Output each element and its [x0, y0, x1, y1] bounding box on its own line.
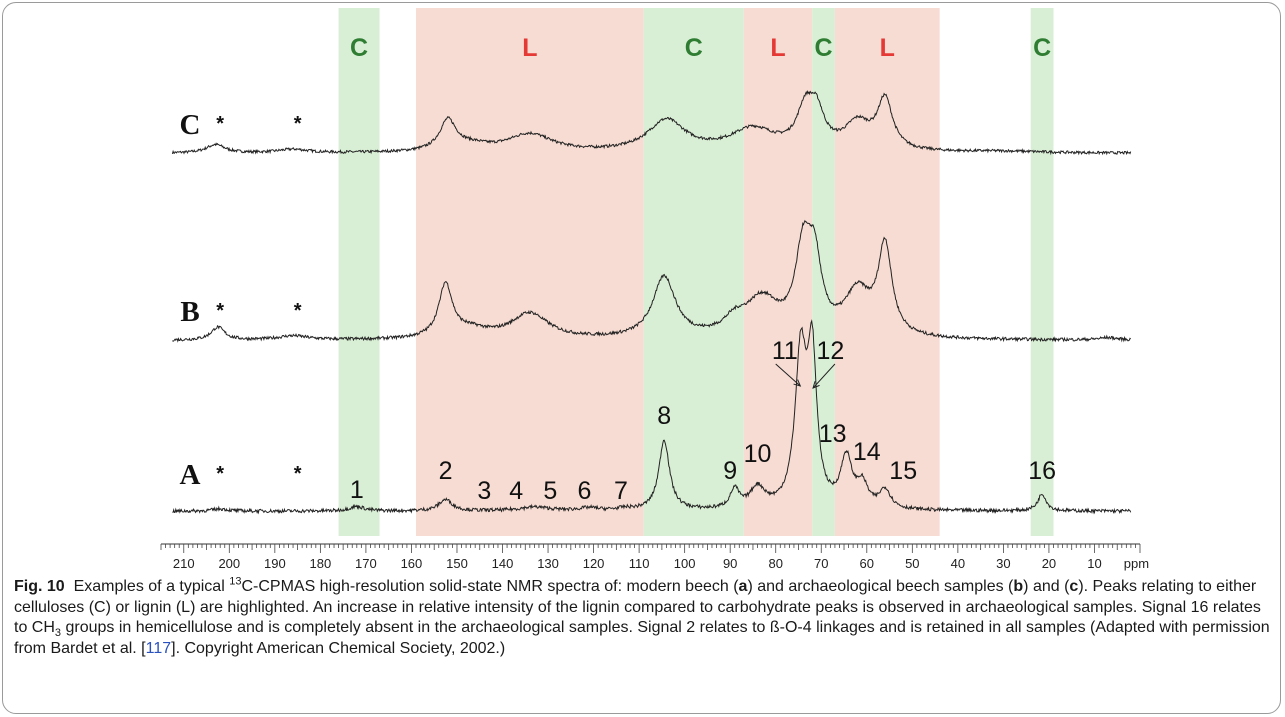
x-tick-label: 70: [814, 556, 828, 571]
peak-label-15: 15: [889, 457, 917, 485]
peak-arrow: [775, 363, 801, 387]
x-tick-label: 30: [996, 556, 1010, 571]
region-label-c: C: [1033, 34, 1051, 62]
caption-sup: 13: [229, 575, 242, 588]
x-tick-label: 90: [723, 556, 737, 571]
spectrum-a: [172, 319, 1132, 515]
highlight-region-c-6: [1030, 8, 1054, 536]
spinning-sideband-asterisk: *: [294, 463, 302, 485]
highlight-region-c-4: [812, 8, 835, 536]
x-tick-label: 200: [218, 556, 240, 571]
highlight-region-l-3: [743, 8, 813, 536]
region-label-l: L: [770, 34, 785, 62]
peak-label-2: 2: [439, 457, 453, 485]
peak-label-10: 10: [744, 440, 772, 468]
x-tick-label: 150: [446, 556, 468, 571]
caption-bold: a: [738, 578, 748, 595]
peak-arrow: [812, 363, 836, 389]
spinning-sideband-asterisk: *: [216, 463, 224, 485]
x-tick-label: 190: [264, 556, 286, 571]
peak-label-13: 13: [819, 420, 847, 448]
peak-label-14: 14: [853, 438, 881, 466]
spectra: [171, 89, 1132, 515]
x-tick-label: 170: [355, 556, 377, 571]
spinning-sideband-asterisk: *: [216, 300, 224, 322]
series-label-c: C: [180, 109, 201, 141]
spectrum-c: [171, 89, 1132, 156]
peak-label-9: 9: [723, 457, 737, 485]
x-tick-label: 100: [674, 556, 696, 571]
peak-arrowhead: [793, 379, 802, 387]
caption-bold: b: [1013, 578, 1024, 595]
peak-label-16: 16: [1028, 457, 1056, 485]
caption-text: ). Peaks relating to either celluloses (…: [14, 578, 1261, 636]
caption-sub: 3: [54, 627, 62, 640]
series-label-b: B: [180, 296, 199, 328]
x-tick-label: 210: [173, 556, 195, 571]
spinning-sideband-asterisk: *: [294, 113, 302, 135]
figure-label: Fig. 10: [14, 578, 65, 595]
x-tick-label: 140: [492, 556, 514, 571]
x-tick-label: 160: [401, 556, 423, 571]
x-tick-label: 110: [629, 556, 650, 571]
caption-text: ]. Copyright American Chemical Society, …: [171, 639, 506, 657]
x-tick-label: 40: [951, 556, 965, 571]
highlight-region-l-1: [415, 8, 644, 536]
spinning-sideband-asterisk: *: [216, 113, 224, 135]
caption-text: groups in hemicellulose and is completel…: [14, 619, 1270, 657]
peak-arrowhead: [812, 381, 820, 389]
reference-link[interactable]: 117: [145, 639, 172, 657]
x-tick-label: 50: [905, 556, 919, 571]
figure-caption: Fig. 10 Examples of a typical 13C-CPMAS …: [14, 575, 1276, 659]
peak-label-11: 11: [772, 337, 798, 365]
spectrum-b: [172, 219, 1132, 343]
x-tick-label: 80: [768, 556, 782, 571]
caption-text: ) and archaeological beech samples (: [747, 578, 1014, 595]
highlight-regions: [338, 8, 1054, 536]
x-axis: 210 200 190 180 170 160 150 140 130 120 110 100 90 80…: [160, 543, 1149, 571]
caption-text: ) and (: [1023, 578, 1070, 595]
x-tick-label: 20: [1042, 556, 1056, 571]
peak-label-3: 3: [477, 477, 491, 505]
region-label-l: L: [880, 34, 895, 62]
x-tick-label: 180: [310, 556, 332, 571]
highlight-region-l-5: [834, 8, 940, 536]
region-label-c: C: [815, 34, 833, 62]
peak-label-5: 5: [543, 477, 557, 505]
caption-text: C-CPMAS high-resolution solid-state NMR …: [241, 578, 739, 595]
x-axis-unit: ppm: [1124, 556, 1149, 571]
region-label-l: L: [522, 34, 537, 62]
caption-bold: c: [1069, 578, 1079, 595]
series-label-a: A: [180, 459, 201, 491]
peak-label-4: 4: [509, 477, 523, 505]
peak-label-8: 8: [657, 402, 671, 430]
x-tick-label: 130: [537, 556, 559, 571]
peak-label-12: 12: [816, 337, 844, 365]
x-tick-label: 120: [583, 556, 605, 571]
highlight-region-c-2: [643, 8, 744, 536]
x-tick-label: 10: [1087, 556, 1101, 571]
peak-label-1: 1: [350, 476, 364, 504]
peak-label-6: 6: [578, 477, 592, 505]
x-tick-label: 60: [860, 556, 874, 571]
spinning-sideband-asterisk: *: [294, 300, 302, 322]
peak-label-7: 7: [614, 477, 628, 505]
highlight-region-c-0: [338, 8, 380, 536]
region-label-c: C: [350, 34, 368, 62]
caption-text: Examples of a typical: [73, 578, 230, 595]
region-label-c: C: [685, 34, 703, 62]
